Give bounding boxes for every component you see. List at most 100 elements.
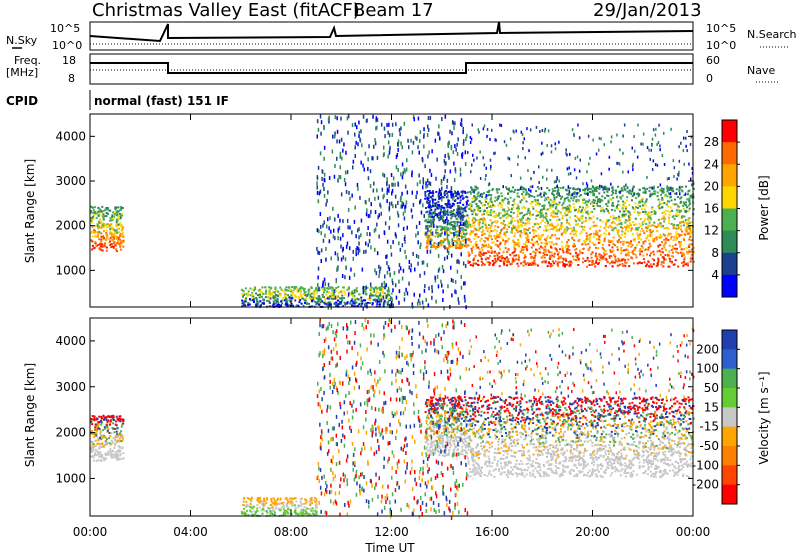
data-cell bbox=[573, 239, 576, 242]
data-cell bbox=[498, 212, 501, 215]
data-cell bbox=[105, 246, 108, 249]
data-cell bbox=[522, 195, 525, 198]
data-cell bbox=[603, 240, 606, 243]
noise-cell bbox=[427, 225, 429, 230]
data-cell bbox=[686, 223, 689, 226]
data-cell bbox=[682, 220, 684, 223]
data-cell bbox=[616, 196, 619, 199]
data-cell bbox=[661, 198, 664, 201]
data-cell bbox=[498, 233, 501, 236]
data-cell bbox=[688, 222, 691, 225]
noise-cell bbox=[317, 127, 320, 132]
data-cell bbox=[435, 202, 438, 205]
data-cell bbox=[543, 206, 545, 209]
data-cell bbox=[91, 240, 94, 243]
data-cell bbox=[655, 226, 658, 228]
noise-cell bbox=[483, 124, 486, 128]
noise-cell bbox=[337, 236, 339, 241]
noise-cell bbox=[485, 194, 488, 198]
data-cell bbox=[595, 230, 598, 233]
data-cell bbox=[586, 239, 589, 242]
data-cell bbox=[541, 246, 544, 249]
noise-cell bbox=[424, 284, 426, 289]
data-cell bbox=[99, 245, 102, 248]
data-cell bbox=[566, 243, 569, 246]
data-cell bbox=[457, 246, 460, 249]
data-cell bbox=[336, 299, 339, 302]
data-cell bbox=[480, 255, 483, 258]
data-cell bbox=[523, 206, 525, 209]
data-cell bbox=[566, 193, 569, 196]
data-cell bbox=[368, 299, 371, 302]
data-cell bbox=[685, 230, 688, 233]
data-cell bbox=[274, 286, 277, 289]
data-cell bbox=[614, 217, 617, 220]
data-cell bbox=[483, 203, 486, 206]
data-cell bbox=[437, 235, 439, 238]
noise-cell bbox=[425, 231, 427, 236]
noise-cell bbox=[367, 226, 369, 230]
noise-cell bbox=[540, 152, 543, 156]
data-cell bbox=[652, 224, 655, 227]
noise-cell bbox=[352, 249, 354, 254]
noise-cell bbox=[316, 181, 318, 186]
noise-cell bbox=[366, 118, 368, 123]
data-cell bbox=[278, 303, 280, 306]
noise-cell bbox=[324, 233, 326, 238]
data-cell bbox=[523, 246, 526, 248]
data-cell bbox=[101, 215, 104, 217]
data-cell bbox=[108, 209, 111, 212]
data-cell bbox=[103, 215, 106, 218]
data-cell bbox=[483, 209, 486, 212]
data-cell bbox=[110, 442, 113, 445]
data-cell bbox=[103, 458, 106, 461]
noise-cell bbox=[376, 188, 378, 193]
noise-cell bbox=[340, 257, 343, 262]
noise-cell bbox=[678, 170, 680, 174]
data-cell bbox=[438, 207, 441, 210]
noise-cell bbox=[499, 123, 501, 127]
data-cell bbox=[456, 230, 458, 233]
data-cell bbox=[294, 287, 296, 290]
data-cell bbox=[649, 245, 652, 248]
data-cell bbox=[643, 249, 646, 251]
data-cell bbox=[90, 450, 93, 453]
noise-cell bbox=[348, 190, 350, 195]
data-cell bbox=[299, 287, 302, 290]
data-cell bbox=[574, 245, 576, 247]
data-cell bbox=[284, 297, 287, 300]
data-cell bbox=[657, 258, 660, 261]
data-cell bbox=[358, 293, 361, 296]
data-cell bbox=[590, 202, 593, 205]
power-colorbar-label: Power [dB] bbox=[757, 175, 771, 240]
noise-cell bbox=[419, 273, 421, 278]
data-cell bbox=[556, 208, 559, 211]
data-cell bbox=[499, 248, 501, 251]
data-cell bbox=[330, 297, 333, 300]
data-cell bbox=[298, 301, 301, 304]
data-cell bbox=[424, 197, 427, 200]
data-cell bbox=[109, 450, 111, 453]
data-cell bbox=[560, 222, 563, 225]
data-cell bbox=[679, 240, 682, 243]
noise-cell bbox=[568, 166, 570, 170]
data-cell bbox=[598, 192, 601, 195]
data-cell bbox=[609, 249, 612, 252]
data-cell bbox=[522, 251, 525, 254]
data-cell bbox=[316, 289, 319, 292]
data-cell bbox=[663, 243, 666, 246]
data-cell bbox=[529, 231, 531, 234]
data-cell bbox=[513, 191, 516, 194]
noise-cell bbox=[338, 300, 341, 305]
data-cell bbox=[485, 201, 488, 203]
data-cell bbox=[612, 196, 615, 199]
data-cell bbox=[623, 249, 626, 252]
data-cell bbox=[572, 193, 575, 195]
noise-cell bbox=[369, 282, 372, 287]
noise-cell bbox=[650, 148, 652, 152]
data-cell bbox=[631, 250, 634, 253]
data-cell bbox=[280, 300, 283, 303]
data-cell bbox=[531, 205, 534, 208]
data-cell bbox=[447, 228, 450, 231]
data-cell bbox=[102, 436, 105, 439]
